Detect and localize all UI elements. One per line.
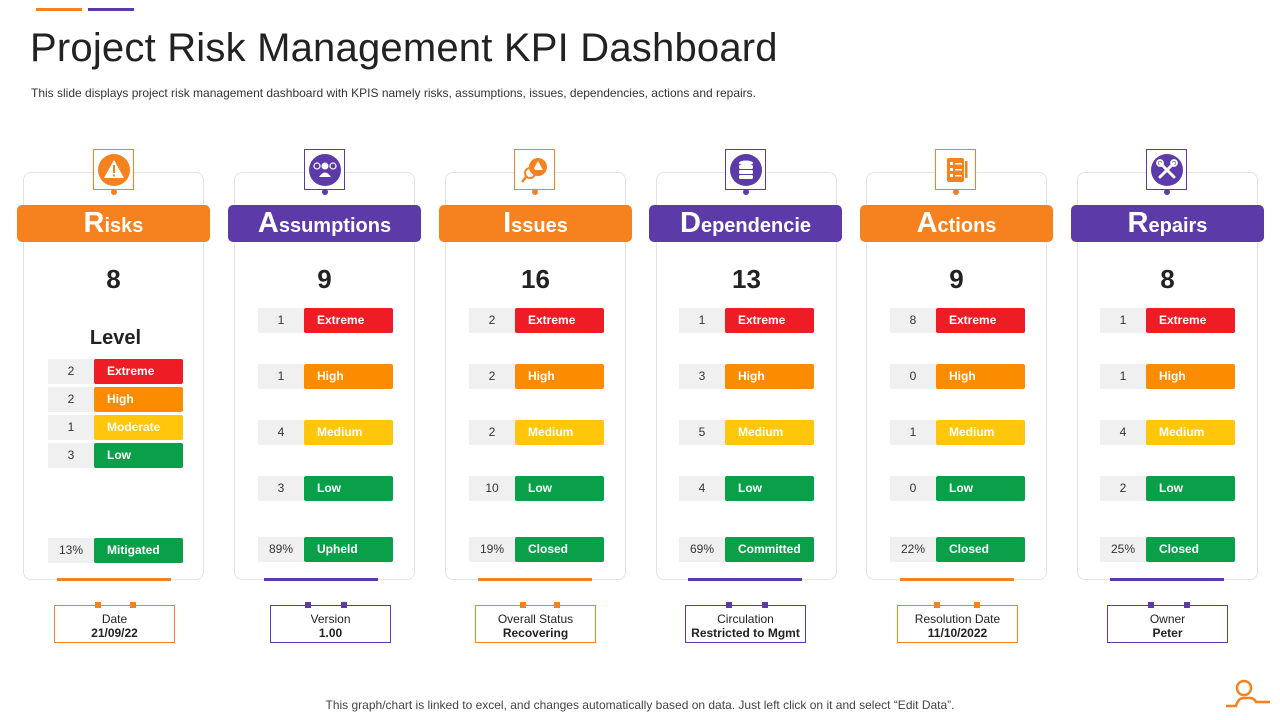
repairs-row-extreme: 1 Extreme — [1100, 308, 1235, 333]
dependencies-row-extreme: 1 Extreme — [679, 308, 814, 333]
issues-banner: Issues — [439, 205, 632, 242]
actions-count: 9 — [949, 264, 964, 294]
team-icon — [304, 149, 345, 195]
issues-info-box: Overall Status Recovering — [475, 602, 596, 643]
database-icon — [725, 149, 766, 195]
issues-status-row: 19% Closed — [469, 537, 604, 562]
risks-info-box: Date 21/09/22 — [54, 602, 175, 643]
footer-note: This graph/chart is linked to excel, and… — [325, 698, 955, 712]
repairs-row-high: 1 High — [1100, 364, 1235, 389]
actions-row-extreme: 8 Extreme — [890, 308, 1025, 333]
actions-banner: Actions — [860, 205, 1053, 242]
assumptions-row-extreme: 1 Extreme — [258, 308, 393, 333]
issues-underline — [478, 578, 592, 581]
actions-row-high: 0 High — [890, 364, 1025, 389]
assumptions-underline — [264, 578, 378, 581]
actions-info-box: Resolution Date 11/10/2022 — [897, 602, 1018, 643]
assumptions-status-row: 89% Upheld — [258, 537, 393, 562]
dependencies-row-medium: 5 Medium — [679, 420, 814, 445]
repairs-row-medium: 4 Medium — [1100, 420, 1235, 445]
actions-row-low: 0 Low — [890, 476, 1025, 501]
actions-row-medium: 1 Medium — [890, 420, 1025, 445]
repairs-underline — [1110, 578, 1224, 581]
assumptions-row-low: 3 Low — [258, 476, 393, 501]
issues-count: 16 — [521, 264, 550, 294]
risks-row-low: 3 Low — [48, 443, 183, 468]
dependencies-info-box: Circulation Restricted to Mgmt — [685, 602, 806, 643]
accent-bars — [36, 8, 134, 11]
assumptions-count: 9 — [317, 264, 332, 294]
actions-underline — [900, 578, 1014, 581]
risks-row-moderate: 1 Moderate — [48, 415, 183, 440]
dependencies-banner: Dependencie — [649, 205, 842, 242]
risks-level-label: Level — [89, 327, 142, 349]
dependencies-status-row: 69% Committed — [679, 537, 814, 562]
dependencies-underline — [688, 578, 802, 581]
actions-status-row: 22% Closed — [890, 537, 1025, 562]
dependencies-count: 13 — [732, 264, 761, 294]
issues-row-high: 2 High — [469, 364, 604, 389]
issues-row-medium: 2 Medium — [469, 420, 604, 445]
repairs-banner: Repairs — [1071, 205, 1264, 242]
checklist-icon — [935, 149, 976, 195]
risks-count: 8 — [106, 264, 121, 294]
risks-row-extreme: 2 Extreme — [48, 359, 183, 384]
repairs-info-box: Owner Peter — [1107, 602, 1228, 643]
repairs-status-row: 25% Closed — [1100, 537, 1235, 562]
repairs-count: 8 — [1160, 264, 1175, 294]
issues-row-extreme: 2 Extreme — [469, 308, 604, 333]
tools-icon — [1146, 149, 1187, 195]
page-subtitle: This slide displays project risk managem… — [31, 86, 757, 100]
assumptions-banner: Assumptions — [228, 205, 421, 242]
assumptions-row-medium: 4 Medium — [258, 420, 393, 445]
issues-row-low: 10 Low — [469, 476, 604, 501]
warning-icon — [93, 149, 134, 195]
repairs-row-low: 2 Low — [1100, 476, 1235, 501]
brand-logo-icon — [1224, 672, 1274, 717]
issue-search-icon — [514, 149, 555, 195]
assumptions-info-box: Version 1.00 — [270, 602, 391, 643]
risks-banner: Risks — [17, 205, 210, 242]
assumptions-row-high: 1 High — [258, 364, 393, 389]
dependencies-row-high: 3 High — [679, 364, 814, 389]
risks-row-high: 2 High — [48, 387, 183, 412]
page-title: Project Risk Management KPI Dashboard — [30, 26, 778, 70]
risks-status-row: 13% Mitigated — [48, 538, 183, 563]
risks-underline — [57, 578, 171, 581]
dependencies-row-low: 4 Low — [679, 476, 814, 501]
